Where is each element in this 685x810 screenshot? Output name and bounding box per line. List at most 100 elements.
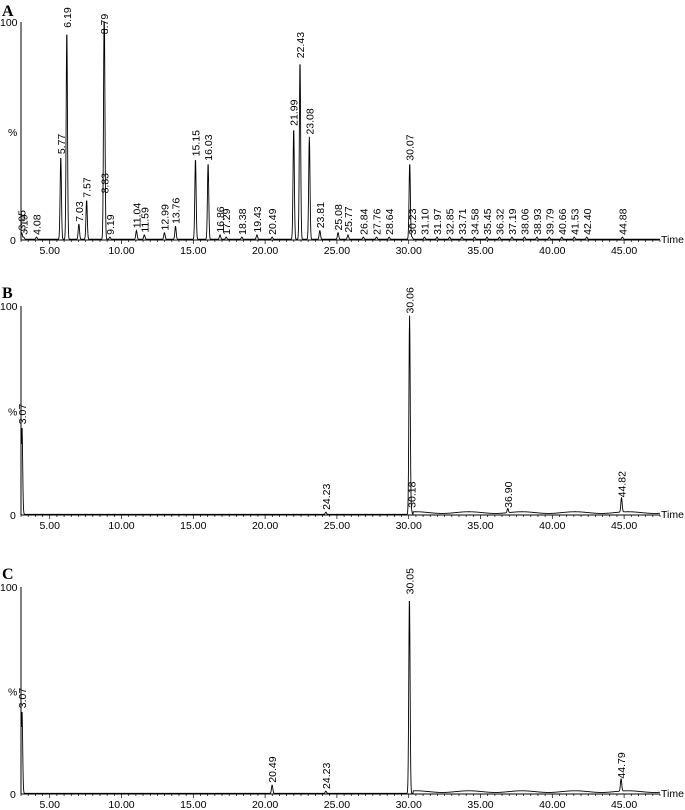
peak-label: 30.07 (405, 134, 417, 160)
peak-label: 6.19 (62, 7, 74, 28)
peak-label: 5.77 (56, 134, 68, 155)
x-tick-label: 40.00 (539, 520, 565, 532)
y-axis-percent-label: % (8, 407, 17, 419)
peak-label: 27.76 (372, 208, 384, 234)
peak-label: 7.03 (74, 201, 86, 222)
x-tick-label: 40.00 (539, 245, 565, 257)
x-tick-label: 5.00 (40, 799, 61, 810)
x-axis-title: Time (661, 788, 684, 800)
panel-letter: B (2, 285, 13, 302)
peak-label: 24.23 (321, 762, 333, 788)
x-tick-label: 45.00 (611, 245, 637, 257)
peak-label: 37.19 (507, 208, 519, 234)
x-tick-label: 15.00 (180, 520, 206, 532)
peak-label: 30.23 (407, 208, 419, 234)
peak-label: 24.23 (321, 483, 333, 509)
peak-label: 20.49 (267, 756, 279, 782)
peak-label: 8.83 (100, 173, 112, 194)
y-axis-percent-label: % (8, 687, 17, 699)
peak-label: 44.88 (617, 208, 629, 234)
peak-label: 28.64 (384, 208, 396, 234)
y-axis-percent-label: % (8, 127, 17, 139)
x-tick-label: 5.00 (40, 245, 61, 257)
chromatogram-trace (20, 21, 660, 240)
peak-label: 3.07 (17, 688, 29, 709)
peak-label: 26.84 (358, 208, 370, 234)
peak-label: 19.43 (252, 206, 264, 232)
x-axis-title: Time (661, 234, 684, 246)
peak-label: 44.79 (616, 752, 628, 778)
x-tick-label: 30.00 (396, 799, 422, 810)
peak-label: 38.06 (519, 208, 531, 234)
peak-label: 15.15 (190, 130, 202, 156)
peak-label: 32.85 (445, 208, 457, 234)
chromatogram-trace (20, 600, 661, 794)
x-tick-label: 20.00 (252, 520, 278, 532)
peak-label: 4.08 (32, 214, 44, 235)
peak-label: 31.97 (432, 208, 444, 234)
x-tick-label: 15.00 (180, 799, 206, 810)
peak-label: 30.18 (406, 481, 418, 507)
peak-label: 30.06 (405, 287, 417, 313)
panel-letter: A (2, 3, 14, 20)
peak-label: 3.05 (17, 210, 29, 231)
peak-label: 44.82 (617, 471, 629, 497)
x-tick-label: 35.00 (467, 799, 493, 810)
y-axis-zero-label: 0 (10, 235, 16, 247)
peak-label: 9.19 (105, 214, 117, 235)
peak-label: 18.38 (237, 208, 249, 234)
peak-label: 3.07 (17, 404, 29, 425)
x-tick-label: 35.00 (467, 520, 493, 532)
peak-label: 20.49 (267, 208, 279, 234)
peak-label: 42.40 (582, 208, 594, 234)
peak-label: 3.19 (19, 214, 31, 235)
peak-label: 41.53 (569, 208, 581, 234)
x-tick-label: 35.00 (467, 245, 493, 257)
peak-label: 35.45 (482, 208, 494, 234)
x-tick-label: 10.00 (108, 520, 134, 532)
peak-label: 7.57 (82, 177, 94, 198)
x-tick-label: 10.00 (108, 799, 134, 810)
peak-label: 23.81 (315, 202, 327, 228)
x-axis-title: Time (661, 509, 684, 521)
peak-label: 39.79 (544, 208, 556, 234)
x-tick-label: 5.00 (40, 520, 61, 532)
peak-label: 25.08 (333, 204, 345, 230)
peak-label: 16.03 (203, 134, 215, 160)
x-tick-label: 25.00 (324, 799, 350, 810)
y-axis-top-label: 100 (0, 17, 18, 29)
y-axis-zero-label: 0 (10, 510, 16, 522)
panel-letter: C (2, 566, 14, 583)
x-tick-label: 15.00 (180, 245, 206, 257)
peak-label: 34.58 (469, 208, 481, 234)
x-tick-label: 30.00 (396, 520, 422, 532)
peak-label: 11.59 (139, 207, 151, 233)
peak-label: 11.04 (131, 203, 143, 229)
peak-label: 13.76 (171, 197, 183, 223)
peak-label: 33.71 (457, 208, 469, 234)
peak-label: 21.99 (289, 99, 301, 125)
x-tick-label: 20.00 (252, 799, 278, 810)
peak-label: 12.99 (159, 204, 171, 230)
chromatogram-trace (20, 315, 661, 516)
peak-label: 22.43 (295, 32, 307, 58)
peak-label: 36.90 (503, 481, 515, 507)
x-tick-label: 45.00 (611, 799, 637, 810)
y-axis-zero-label: 0 (10, 789, 16, 801)
peak-label: 31.10 (420, 208, 432, 234)
peak-label: 16.86 (215, 206, 227, 232)
x-tick-label: 20.00 (252, 245, 278, 257)
y-axis-top-label: 100 (0, 582, 18, 594)
x-tick-label: 30.00 (396, 245, 422, 257)
y-axis-top-label: 100 (0, 301, 18, 313)
x-tick-label: 40.00 (539, 799, 565, 810)
x-tick-label: 25.00 (324, 520, 350, 532)
x-tick-label: 10.00 (108, 245, 134, 257)
peak-label: 23.08 (304, 108, 316, 134)
peak-label: 25.77 (343, 206, 355, 232)
peak-label: 30.05 (404, 568, 416, 594)
